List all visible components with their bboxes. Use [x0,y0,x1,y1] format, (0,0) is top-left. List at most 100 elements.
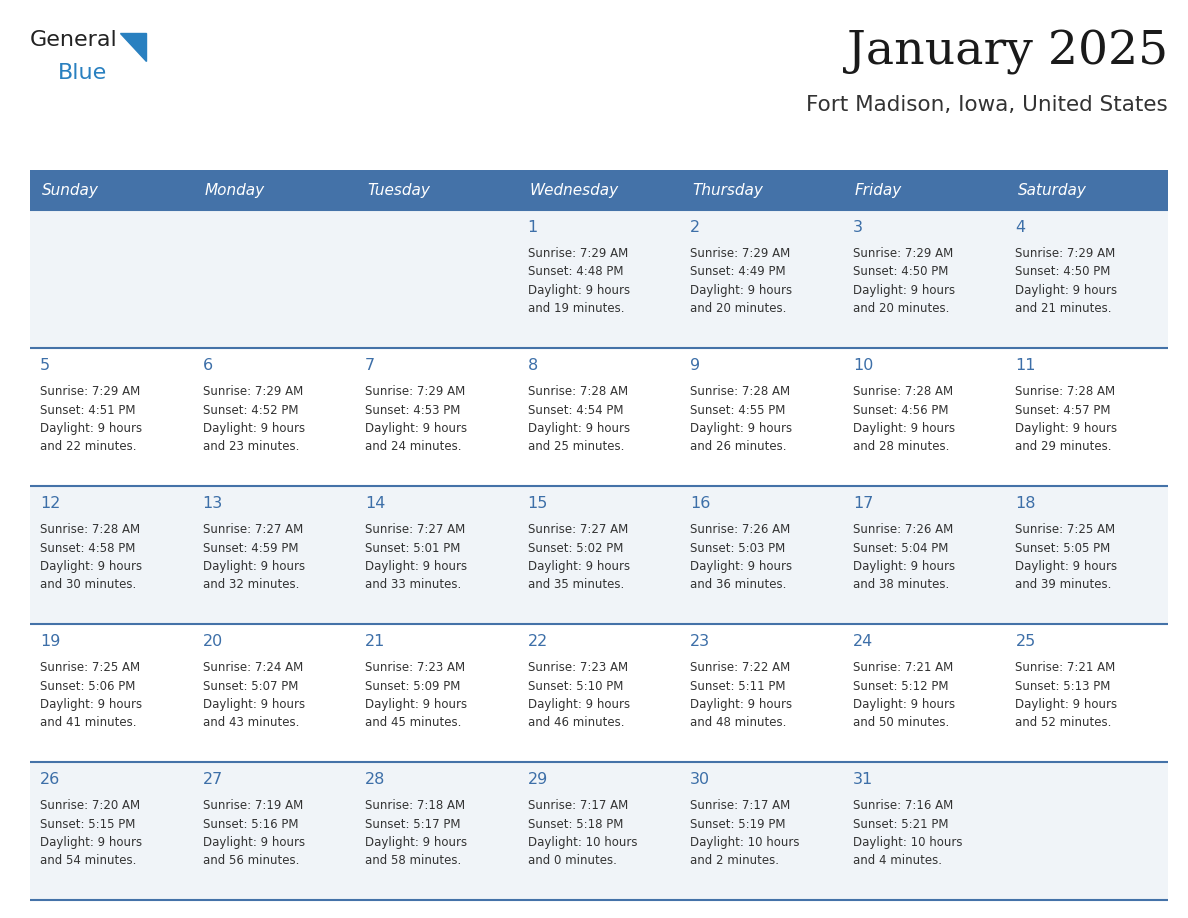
Text: Sunset: 5:07 PM: Sunset: 5:07 PM [203,679,298,692]
Bar [842,170,1005,210]
Text: and 20 minutes.: and 20 minutes. [853,303,949,316]
Text: Sunset: 4:51 PM: Sunset: 4:51 PM [40,404,135,417]
Text: and 35 minutes.: and 35 minutes. [527,578,624,591]
Text: and 33 minutes.: and 33 minutes. [365,578,461,591]
Text: Tuesday: Tuesday [367,183,430,197]
Bar [355,170,518,210]
Text: Daylight: 9 hours: Daylight: 9 hours [690,698,792,711]
Text: Sunset: 4:59 PM: Sunset: 4:59 PM [203,542,298,554]
Text: Sunrise: 7:17 AM: Sunrise: 7:17 AM [690,799,790,812]
Text: Daylight: 9 hours: Daylight: 9 hours [527,422,630,435]
Text: Daylight: 9 hours: Daylight: 9 hours [365,422,467,435]
Text: and 52 minutes.: and 52 minutes. [1016,717,1112,730]
Text: and 58 minutes.: and 58 minutes. [365,855,461,868]
Text: Sunrise: 7:25 AM: Sunrise: 7:25 AM [40,661,140,674]
Text: 27: 27 [203,772,223,787]
Text: 3: 3 [853,220,862,235]
Text: Sunrise: 7:24 AM: Sunrise: 7:24 AM [203,661,303,674]
Text: 2: 2 [690,220,701,235]
Text: Daylight: 9 hours: Daylight: 9 hours [1016,698,1118,711]
Bar [30,210,1168,348]
Text: Sunrise: 7:29 AM: Sunrise: 7:29 AM [527,247,628,260]
Text: and 4 minutes.: and 4 minutes. [853,855,942,868]
Text: Sunset: 4:53 PM: Sunset: 4:53 PM [365,404,461,417]
Text: Saturday: Saturday [1017,183,1086,197]
Text: Sunrise: 7:29 AM: Sunrise: 7:29 AM [853,247,953,260]
Text: and 30 minutes.: and 30 minutes. [40,578,137,591]
Text: 11: 11 [1016,358,1036,373]
Text: Sunrise: 7:28 AM: Sunrise: 7:28 AM [40,523,140,536]
Text: Sunrise: 7:23 AM: Sunrise: 7:23 AM [365,661,466,674]
Text: and 0 minutes.: and 0 minutes. [527,855,617,868]
Text: 16: 16 [690,496,710,511]
Text: Sunset: 5:19 PM: Sunset: 5:19 PM [690,818,785,831]
Text: Sunset: 5:16 PM: Sunset: 5:16 PM [203,818,298,831]
Text: Sunset: 5:21 PM: Sunset: 5:21 PM [853,818,948,831]
Bar [192,170,355,210]
Text: Sunrise: 7:27 AM: Sunrise: 7:27 AM [203,523,303,536]
Text: and 32 minutes.: and 32 minutes. [203,578,299,591]
Text: and 48 minutes.: and 48 minutes. [690,717,786,730]
Bar [1005,170,1168,210]
Text: and 50 minutes.: and 50 minutes. [853,717,949,730]
Text: Sunset: 4:50 PM: Sunset: 4:50 PM [853,265,948,278]
Text: Sunset: 4:49 PM: Sunset: 4:49 PM [690,265,786,278]
Text: Fort Madison, Iowa, United States: Fort Madison, Iowa, United States [807,95,1168,115]
Text: Sunrise: 7:20 AM: Sunrise: 7:20 AM [40,799,140,812]
Text: Sunrise: 7:28 AM: Sunrise: 7:28 AM [527,385,627,398]
Text: 22: 22 [527,634,548,649]
Text: Sunset: 5:10 PM: Sunset: 5:10 PM [527,679,623,692]
Text: Sunrise: 7:26 AM: Sunrise: 7:26 AM [853,523,953,536]
Text: Daylight: 9 hours: Daylight: 9 hours [527,284,630,297]
Text: 31: 31 [853,772,873,787]
Text: and 36 minutes.: and 36 minutes. [690,578,786,591]
Text: Sunset: 5:01 PM: Sunset: 5:01 PM [365,542,461,554]
Text: Daylight: 9 hours: Daylight: 9 hours [203,560,304,573]
Text: Sunset: 4:55 PM: Sunset: 4:55 PM [690,404,785,417]
Text: Daylight: 9 hours: Daylight: 9 hours [853,698,955,711]
Text: Sunset: 5:15 PM: Sunset: 5:15 PM [40,818,135,831]
Text: Sunrise: 7:21 AM: Sunrise: 7:21 AM [1016,661,1116,674]
Text: 20: 20 [203,634,223,649]
Text: Friday: Friday [855,183,902,197]
Text: and 56 minutes.: and 56 minutes. [203,855,299,868]
Text: and 26 minutes.: and 26 minutes. [690,441,786,453]
Text: Sunrise: 7:23 AM: Sunrise: 7:23 AM [527,661,627,674]
Text: 17: 17 [853,496,873,511]
Text: Daylight: 9 hours: Daylight: 9 hours [365,560,467,573]
Text: 9: 9 [690,358,701,373]
Text: 15: 15 [527,496,548,511]
Text: Sunset: 4:52 PM: Sunset: 4:52 PM [203,404,298,417]
Text: Sunrise: 7:27 AM: Sunrise: 7:27 AM [365,523,466,536]
Text: Sunrise: 7:28 AM: Sunrise: 7:28 AM [853,385,953,398]
Text: 23: 23 [690,634,710,649]
Text: 4: 4 [1016,220,1025,235]
Text: Daylight: 9 hours: Daylight: 9 hours [40,422,143,435]
Bar [30,486,1168,624]
Bar [30,170,192,210]
Text: Sunset: 5:04 PM: Sunset: 5:04 PM [853,542,948,554]
Text: 6: 6 [203,358,213,373]
Text: and 25 minutes.: and 25 minutes. [527,441,624,453]
Text: Daylight: 9 hours: Daylight: 9 hours [40,698,143,711]
Text: Daylight: 9 hours: Daylight: 9 hours [690,422,792,435]
Text: 13: 13 [203,496,223,511]
Text: Sunrise: 7:17 AM: Sunrise: 7:17 AM [527,799,628,812]
Text: and 2 minutes.: and 2 minutes. [690,855,779,868]
Text: and 41 minutes.: and 41 minutes. [40,717,137,730]
Text: Daylight: 9 hours: Daylight: 9 hours [1016,560,1118,573]
Text: and 28 minutes.: and 28 minutes. [853,441,949,453]
Text: Sunset: 4:56 PM: Sunset: 4:56 PM [853,404,948,417]
Text: and 24 minutes.: and 24 minutes. [365,441,462,453]
Text: Sunrise: 7:22 AM: Sunrise: 7:22 AM [690,661,790,674]
Text: Blue: Blue [58,63,107,83]
Text: Sunset: 5:03 PM: Sunset: 5:03 PM [690,542,785,554]
Text: and 46 minutes.: and 46 minutes. [527,717,624,730]
Text: and 39 minutes.: and 39 minutes. [1016,578,1112,591]
Text: 10: 10 [853,358,873,373]
Text: Sunset: 5:18 PM: Sunset: 5:18 PM [527,818,623,831]
Text: 29: 29 [527,772,548,787]
Text: 1: 1 [527,220,538,235]
Text: Sunrise: 7:28 AM: Sunrise: 7:28 AM [1016,385,1116,398]
Text: and 19 minutes.: and 19 minutes. [527,303,624,316]
